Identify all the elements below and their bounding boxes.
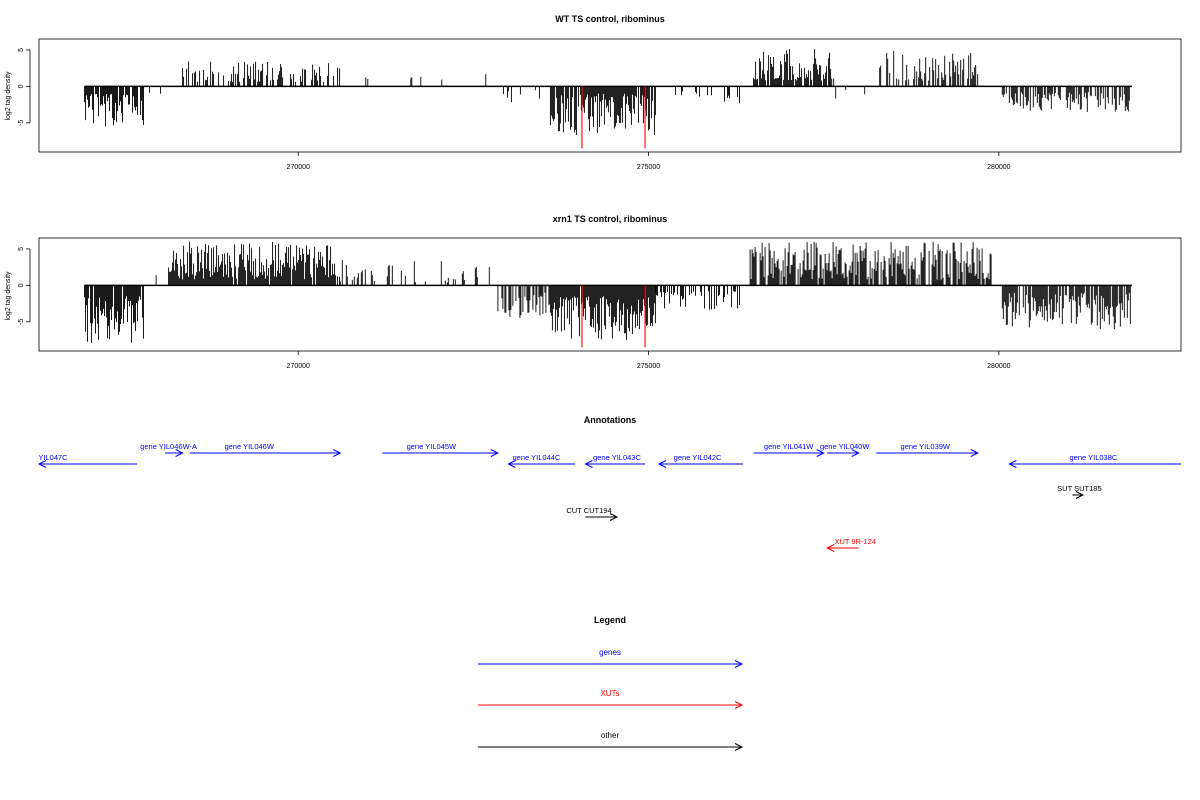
annotation-arrowhead xyxy=(1008,460,1017,468)
wt-panel: WT TS control, ribominus log2 tag densit… xyxy=(5,14,1182,171)
xrn1-data-bars xyxy=(84,241,1131,344)
annotation-gene-yil042c: gene YIL042C xyxy=(657,453,744,468)
annotation-arrowhead xyxy=(826,544,835,552)
annotation-arrowhead xyxy=(657,460,667,468)
annotation-arrowhead xyxy=(490,449,500,457)
annotation-label: gene YIL040W xyxy=(820,442,870,451)
annotation-label: XUT 9R-124 xyxy=(834,537,876,546)
legend-entries: genes XUTs other xyxy=(478,648,744,751)
annotation-arrowhead xyxy=(507,460,516,468)
annotation-xut-9r-124: XUT 9R-124 xyxy=(826,537,876,552)
annotation-gene-yil045w: gene YIL045W xyxy=(382,442,500,457)
xrn1-y-axis: 5 0 -5 xyxy=(18,247,31,325)
annotations-panel: Annotations YIL047C gene YIL046W-A gene YI… xyxy=(37,415,1181,552)
annotation-label: gene YIL038C xyxy=(1070,453,1118,462)
annotation-tracks: YIL047C gene YIL046W-A gene YIL046W gene YI… xyxy=(37,442,1181,552)
annotation-arrowhead xyxy=(584,460,593,468)
annotation-cut-cut194: CUT CUT194 xyxy=(566,506,619,521)
wt-x-tick-label: 280000 xyxy=(987,164,1010,171)
legend-item-genes: genes xyxy=(478,648,744,668)
annotation-arrowhead xyxy=(175,449,184,457)
xrn1-x-tick-label: 270000 xyxy=(287,363,310,370)
wt-y-tick-label: 5 xyxy=(18,48,25,52)
legend-label: other xyxy=(601,731,620,740)
legend-label: XUTs xyxy=(600,689,619,698)
annotation-arrowhead xyxy=(970,449,979,457)
annotation-label: gene YIL045W xyxy=(407,442,457,451)
xrn1-x-tick-label: 275000 xyxy=(637,363,660,370)
annotation-label: gene YIL046W xyxy=(224,442,274,451)
annotation-yil047c: YIL047C xyxy=(37,453,138,468)
legend-panel: Legend genes XUTs other xyxy=(478,615,744,751)
annotation-arrowhead xyxy=(609,513,619,521)
wt-x-axis: 270000 275000 280000 xyxy=(287,152,1011,171)
xrn1-x-axis: 270000 275000 280000 xyxy=(287,351,1011,370)
wt-x-tick-label: 275000 xyxy=(637,164,660,171)
annotation-gene-yil040w: gene YIL040W xyxy=(820,442,870,457)
xrn1-panel: xrn1 TS control, ribominus log2 tag dens… xyxy=(5,214,1182,370)
annotation-label: gene YIL041W xyxy=(764,442,814,451)
legend-arrowhead xyxy=(734,701,744,709)
xrn1-highlight-bars xyxy=(581,285,646,348)
wt-y-axis: 5 0 -5 xyxy=(18,48,31,126)
annotation-label: gene YIL046W-A xyxy=(140,442,197,451)
wt-plot-box xyxy=(38,38,1182,153)
wt-y-axis-label: log2 tag density xyxy=(5,71,12,121)
wt-y-tick-label: -5 xyxy=(18,120,25,126)
wt-panel-title: WT TS control, ribominus xyxy=(555,14,665,24)
xrn1-y-tick-label: -5 xyxy=(18,319,25,325)
annotation-arrowhead xyxy=(37,460,47,468)
xrn1-y-tick-label: 5 xyxy=(18,247,25,251)
xrn1-y-tick-label: 0 xyxy=(18,283,25,287)
annotation-label: gene YIL044C xyxy=(513,453,561,462)
wt-data-bars xyxy=(84,49,1130,135)
annotation-label: gene YIL043C xyxy=(593,453,641,462)
legend-item-other: other xyxy=(478,731,744,751)
annotation-gene-yil038c: gene YIL038C xyxy=(1008,453,1181,468)
annotation-label: CUT CUT194 xyxy=(566,506,611,515)
annotation-gene-yil039w: gene YIL039W xyxy=(876,442,979,457)
wt-x-tick-label: 270000 xyxy=(287,164,310,171)
wt-y-tick-label: 0 xyxy=(18,84,25,88)
annotations-title: Annotations xyxy=(584,415,637,425)
annotation-gene-yil046w: gene YIL046W xyxy=(189,442,342,457)
annotation-arrowhead xyxy=(1075,491,1085,499)
annotation-gene-yil041w: gene YIL041W xyxy=(753,442,825,457)
annotation-gene-yil046w-a: gene YIL046W-A xyxy=(140,442,197,457)
legend-arrowhead xyxy=(734,660,744,668)
annotation-label: YIL047C xyxy=(38,453,68,462)
annotation-sut-sut185: SUT SUT185 xyxy=(1057,484,1102,499)
annotation-label: SUT SUT185 xyxy=(1057,484,1101,493)
annotation-gene-yil044c: gene YIL044C xyxy=(507,453,575,468)
wt-highlight-bars xyxy=(581,86,646,149)
xrn1-plot-box xyxy=(38,237,1182,352)
xrn1-panel-title: xrn1 TS control, ribominus xyxy=(553,214,668,224)
annotation-gene-yil043c: gene YIL043C xyxy=(584,453,646,468)
annotation-arrowhead xyxy=(333,449,342,457)
annotation-label: gene YIL039W xyxy=(901,442,951,451)
annotation-arrowhead xyxy=(816,449,825,457)
xrn1-y-axis-label: log2 tag density xyxy=(5,271,12,321)
xrn1-x-tick-label: 280000 xyxy=(987,363,1010,370)
legend-arrowhead xyxy=(734,743,744,751)
legend-label: genes xyxy=(599,648,621,657)
annotation-arrowhead xyxy=(851,449,860,457)
legend-title: Legend xyxy=(594,615,626,625)
legend-item-xuts: XUTs xyxy=(478,689,744,709)
annotation-label: gene YIL042C xyxy=(674,453,722,462)
